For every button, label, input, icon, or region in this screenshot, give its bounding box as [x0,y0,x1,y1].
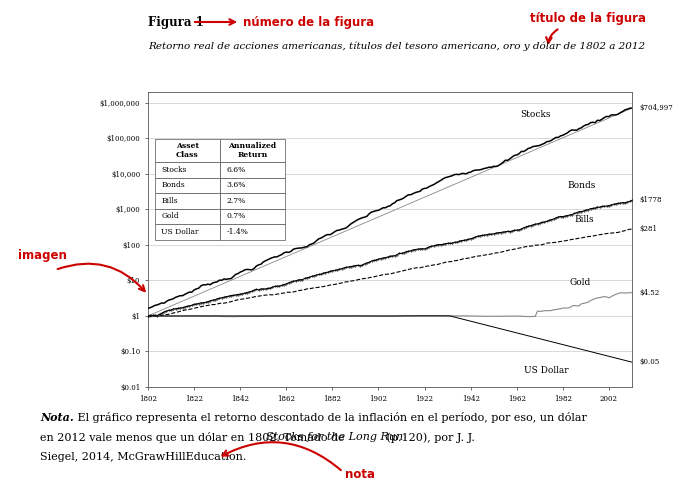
Text: $4.52: $4.52 [639,289,659,297]
Text: $0.05: $0.05 [639,358,659,366]
Text: $704,997: $704,997 [639,104,672,112]
Text: Siegel, 2014, McGrawHillEducation.: Siegel, 2014, McGrawHillEducation. [40,452,246,462]
Text: número de la figura: número de la figura [243,16,374,29]
Text: título de la figura: título de la figura [530,12,646,25]
Text: El gráfico representa el retorno descontado de la inflación en el período, por e: El gráfico representa el retorno descont… [74,412,587,423]
Text: Bills: Bills [575,214,594,223]
Text: Gold: Gold [570,278,591,287]
Text: (p.120), por J. J.: (p.120), por J. J. [383,432,475,442]
Text: Stocks for the Long Run: Stocks for the Long Run [266,432,403,442]
Text: Retorno real de acciones americanas, títulos del tesoro americano, oro y dólar d: Retorno real de acciones americanas, tít… [148,41,645,51]
Text: $281: $281 [639,225,657,233]
Text: US Dollar: US Dollar [525,366,569,375]
Text: $1778: $1778 [639,196,661,204]
Text: nota: nota [345,467,375,480]
Text: Figura 1: Figura 1 [148,16,204,29]
Text: imagen: imagen [18,248,67,262]
Text: Bonds: Bonds [567,181,596,190]
Text: en 2012 vale menos que un dólar en 1802. Tomado de: en 2012 vale menos que un dólar en 1802.… [40,432,348,443]
Text: Nota.: Nota. [40,412,74,423]
Text: Stocks: Stocks [520,110,551,119]
